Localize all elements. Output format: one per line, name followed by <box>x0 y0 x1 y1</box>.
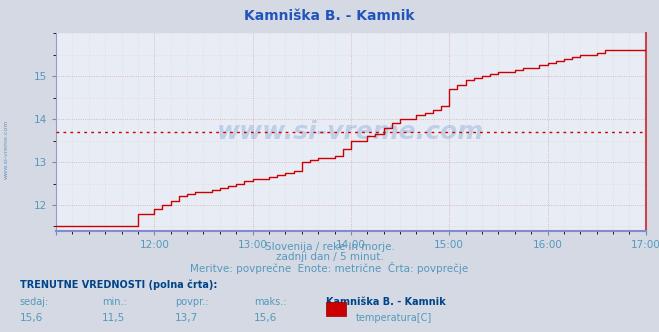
Text: Kamniška B. - Kamnik: Kamniška B. - Kamnik <box>244 9 415 23</box>
Text: Kamniška B. - Kamnik: Kamniška B. - Kamnik <box>326 297 446 307</box>
Text: Slovenija / reke in morje.: Slovenija / reke in morje. <box>264 242 395 252</box>
Text: min.:: min.: <box>102 297 127 307</box>
Text: zadnji dan / 5 minut.: zadnji dan / 5 minut. <box>275 252 384 262</box>
Text: 15,6: 15,6 <box>20 313 43 323</box>
Text: www.si-vreme.com: www.si-vreme.com <box>4 120 9 179</box>
Text: TRENUTNE VREDNOSTI (polna črta):: TRENUTNE VREDNOSTI (polna črta): <box>20 280 217 290</box>
Text: Meritve: povprečne  Enote: metrične  Črta: povprečje: Meritve: povprečne Enote: metrične Črta:… <box>190 262 469 274</box>
Text: 11,5: 11,5 <box>102 313 125 323</box>
Text: 13,7: 13,7 <box>175 313 198 323</box>
Text: sedaj:: sedaj: <box>20 297 49 307</box>
Text: povpr.:: povpr.: <box>175 297 208 307</box>
Text: www.si-vreme.com: www.si-vreme.com <box>217 120 484 144</box>
Text: maks.:: maks.: <box>254 297 286 307</box>
Text: temperatura[C]: temperatura[C] <box>356 313 432 323</box>
Text: 15,6: 15,6 <box>254 313 277 323</box>
